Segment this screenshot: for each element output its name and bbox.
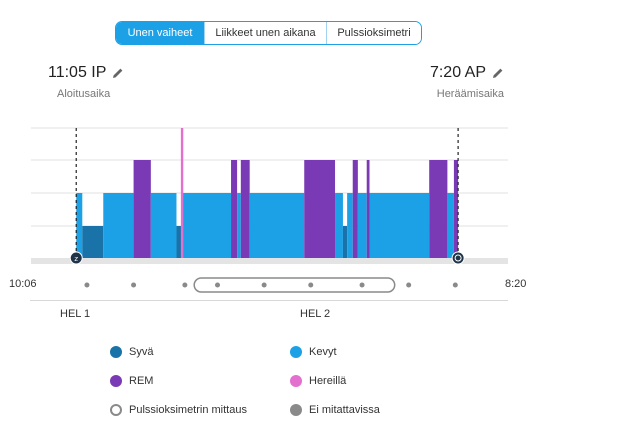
legend-pulse-ox-swatch (110, 404, 122, 416)
scale-dot (406, 282, 412, 288)
stage-segment-light (335, 193, 343, 258)
sleep-start-icon-glyph: z (74, 255, 78, 263)
legend-deep: Syvä (110, 346, 153, 358)
pulse-ox-window (193, 277, 396, 293)
scale-dot (131, 282, 137, 288)
legend-rem: REM (110, 375, 153, 387)
tab-pulse-oximeter[interactable]: Pulssioksimetri (326, 22, 421, 44)
stage-segment-light (357, 193, 367, 258)
view-tabs: Unen vaiheet Liikkeet unen aikana Pulssi… (115, 21, 422, 45)
legend-light: Kevyt (290, 346, 337, 358)
start-time-button[interactable]: 11:05 IP (48, 64, 124, 82)
day-label-2: HEL 2 (300, 308, 331, 320)
legend-pulse-ox-label: Pulssioksimetrin mittaus (129, 404, 247, 416)
sleep-stage-chart: z (31, 127, 508, 293)
stage-segment-rem (352, 160, 358, 258)
stage-segment-rem (240, 160, 250, 258)
end-time-label: Heräämisaika (436, 88, 504, 100)
day-label-1: HEL 1 (60, 308, 91, 320)
legend-deep-swatch (110, 346, 122, 358)
legend-light-label: Kevyt (309, 346, 337, 358)
legend-not-measurable: Ei mitattavissa (290, 404, 380, 416)
scale-dot (261, 282, 267, 288)
scale-dot (84, 282, 90, 288)
legend-rem-label: REM (129, 375, 154, 387)
tab-sleep-stages[interactable]: Unen vaiheet (116, 22, 204, 44)
stage-segment-light (181, 193, 232, 258)
stage-segment-rem (133, 160, 151, 258)
alarm-clock-icon-face (454, 254, 462, 262)
legend-rem-swatch (110, 375, 122, 387)
stage-segment-deep (176, 226, 182, 258)
divider (30, 300, 508, 301)
sleep-start-icon (69, 251, 83, 265)
scale-dot (182, 282, 188, 288)
stage-segment-light (447, 193, 454, 258)
legend-deep-label: Syvä (129, 346, 154, 358)
legend-pulse-ox: Pulssioksimetrin mittaus (110, 404, 247, 416)
stage-segment-light (369, 193, 430, 258)
stage-segment-light (237, 193, 241, 258)
scale-dot (452, 282, 458, 288)
pencil-icon (493, 68, 503, 78)
alarm-clock-icon (451, 251, 465, 265)
stage-segment-rem (453, 160, 459, 258)
legend-light-swatch (290, 346, 302, 358)
stage-segment-rem (429, 160, 448, 258)
stage-segment-rem (304, 160, 336, 258)
start-time-value: 11:05 IP (48, 64, 107, 81)
stage-segment-deep (82, 226, 104, 258)
pencil-icon (113, 68, 123, 78)
stage-segment-light (150, 193, 177, 258)
scale-dot (359, 282, 365, 288)
stage-segment-rem (366, 160, 370, 258)
stage-segment-light (347, 193, 353, 258)
scale-dot (308, 282, 314, 288)
legend-awake-swatch (290, 375, 302, 387)
stage-segment-light (249, 193, 305, 258)
stage-segment-light (76, 193, 83, 258)
end-time-value: 7:20 AP (429, 64, 486, 81)
stage-segment-awake (180, 128, 184, 258)
legend-not-measurable-swatch (290, 404, 302, 416)
start-time-label: Aloitusaika (57, 88, 111, 100)
scale-end-label: 8:20 (505, 278, 527, 290)
legend-not-measurable-label: Ei mitattavissa (309, 404, 380, 416)
scale-dot (215, 282, 221, 288)
tab-movement[interactable]: Liikkeet unen aikana (204, 22, 326, 44)
stage-segment-deep (342, 226, 348, 258)
end-time-button[interactable]: 7:20 AP (430, 64, 504, 82)
legend-awake-label: Hereillä (309, 375, 347, 387)
stage-segment-light (103, 193, 134, 258)
legend-awake: Hereillä (290, 375, 346, 387)
stage-segment-rem (231, 160, 238, 258)
scale-start-label: 10:06 (9, 278, 37, 290)
baseline-band (31, 258, 508, 264)
